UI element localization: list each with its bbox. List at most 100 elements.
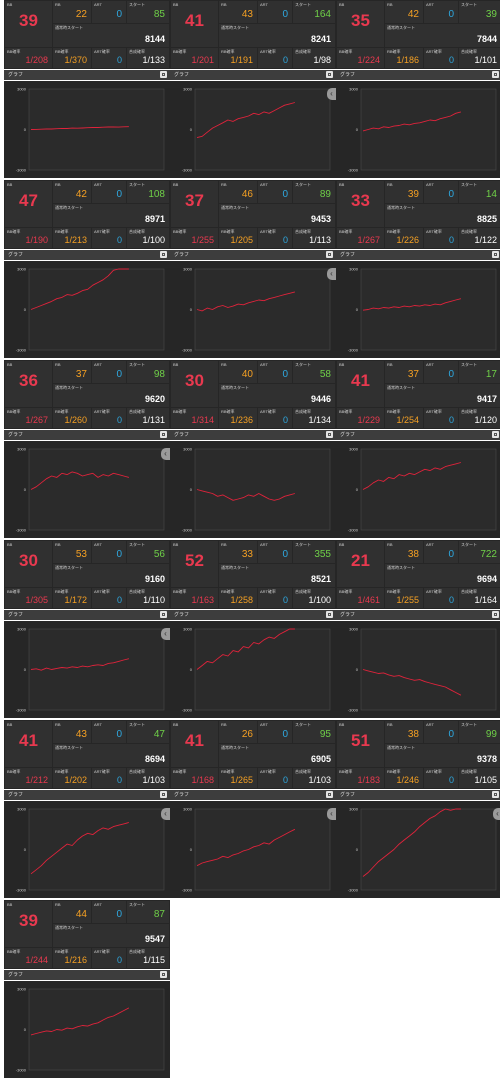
- bb-prob-label: BB確率: [7, 409, 21, 414]
- art-label: ART: [94, 182, 102, 187]
- expand-icon[interactable]: [160, 71, 167, 78]
- rb-prob-value: 1/236: [230, 415, 253, 425]
- y-tick-label: 3000: [349, 87, 359, 92]
- total-prob-label: 合成確率: [129, 589, 145, 594]
- expand-icon[interactable]: [326, 431, 333, 438]
- chevron-right-icon[interactable]: ‹: [493, 808, 500, 820]
- art-prob-label: ART確率: [260, 769, 276, 774]
- expand-icon[interactable]: [160, 791, 167, 798]
- graph-label: グラフ: [174, 432, 190, 438]
- chevron-right-icon[interactable]: ‹: [327, 88, 336, 100]
- chevron-right-icon[interactable]: ‹: [161, 628, 170, 640]
- art-label: ART: [94, 362, 102, 367]
- y-tick-label: -3000: [16, 168, 27, 173]
- total-prob-label: 合成確率: [295, 49, 311, 54]
- chevron-right-icon[interactable]: ‹: [327, 268, 336, 280]
- rb-prob-value: 1/186: [396, 55, 419, 65]
- total-prob-label: 合成確率: [129, 229, 145, 234]
- expand-icon[interactable]: [492, 611, 499, 618]
- rb-prob-cell: RB確率 1/370: [53, 48, 91, 68]
- start-count: 722: [480, 549, 497, 560]
- bb-label: BB: [339, 722, 345, 727]
- art-count: 0: [116, 189, 122, 200]
- stats-panel: BB 21 RB 38 ART 0 スタート 722 通常時スタート 9694 …: [336, 540, 500, 609]
- graph-label: グラフ: [340, 432, 356, 438]
- expand-icon[interactable]: [492, 431, 499, 438]
- art-cell: ART 0: [424, 541, 458, 563]
- bb-count: 30: [19, 551, 38, 570]
- stats-panel: BB 41 RB 26 ART 0 スタート 95 通常時スタート 6905 B…: [170, 720, 336, 789]
- total-prob-cell: 合成確率 1/133: [127, 48, 169, 68]
- art-count: 0: [116, 549, 122, 560]
- expand-icon[interactable]: [492, 791, 499, 798]
- expand-icon[interactable]: [160, 611, 167, 618]
- y-tick-label: 3000: [183, 87, 193, 92]
- art-prob-cell: ART確率 0: [258, 408, 292, 428]
- expand-icon[interactable]: [492, 71, 499, 78]
- start-count: 56: [153, 549, 165, 560]
- total-prob-label: 合成確率: [461, 589, 477, 594]
- total-prob-cell: 合成確率 1/105: [459, 768, 500, 788]
- art-prob-cell: ART確率 0: [424, 228, 458, 248]
- bb-cell: BB 30: [171, 361, 218, 407]
- start-count: 47: [153, 729, 165, 740]
- slump-line: [362, 298, 462, 311]
- expand-icon[interactable]: [326, 251, 333, 258]
- start-count: 355: [314, 549, 331, 560]
- normal-start-cell: 通常時スタート 9378: [385, 744, 500, 767]
- bb-prob-label: BB確率: [7, 949, 21, 954]
- chevron-right-icon[interactable]: ‹: [161, 808, 170, 820]
- stats-panel: BB 36 RB 37 ART 0 スタート 98 通常時スタート 9620 B…: [4, 360, 170, 429]
- expand-icon[interactable]: [160, 971, 167, 978]
- total-prob-value: 1/110: [143, 595, 165, 605]
- total-prob-value: 1/133: [142, 55, 165, 65]
- expand-icon[interactable]: [160, 431, 167, 438]
- y-tick-label: 0: [24, 1027, 27, 1032]
- art-cell: ART 0: [424, 181, 458, 203]
- rb-prob-value: 1/205: [230, 235, 253, 245]
- expand-icon[interactable]: [326, 791, 333, 798]
- art-prob-label: ART確率: [426, 49, 442, 54]
- graph-label: グラフ: [8, 432, 24, 438]
- art-prob-cell: ART確率 0: [92, 948, 126, 968]
- start-label: スタート: [461, 722, 477, 727]
- bb-cell: BB 41: [5, 721, 52, 767]
- bb-prob-label: BB確率: [173, 49, 187, 54]
- rb-prob-value: 1/246: [396, 775, 419, 785]
- art-prob-cell: ART確率 0: [258, 588, 292, 608]
- art-prob-value: 0: [116, 595, 122, 605]
- rb-prob-label: RB確率: [387, 49, 401, 54]
- start-cell: スタート 58: [293, 361, 335, 383]
- normal-start-value: 8971: [144, 214, 165, 224]
- art-prob-value: 0: [448, 415, 454, 425]
- y-tick-label: -3000: [348, 708, 359, 713]
- total-prob-cell: 合成確率 1/100: [127, 228, 169, 248]
- plot-frame: [360, 88, 497, 171]
- total-prob-label: 合成確率: [129, 49, 145, 54]
- normal-start-value: 9417: [476, 394, 497, 404]
- slump-graph: 3000 0 -3000: [16, 807, 165, 893]
- rb-count: 46: [241, 189, 253, 200]
- art-prob-cell: ART確率 0: [92, 228, 126, 248]
- y-tick-label: 3000: [17, 267, 27, 272]
- normal-start-cell: 通常時スタート 7844: [385, 24, 500, 47]
- rb-prob-label: RB確率: [387, 589, 401, 594]
- art-prob-cell: ART確率 0: [258, 228, 292, 248]
- rb-count: 43: [75, 729, 87, 740]
- slump-line: [30, 471, 130, 490]
- expand-icon[interactable]: [160, 251, 167, 258]
- slump-line: [196, 828, 296, 867]
- bb-count: 41: [185, 11, 204, 30]
- expand-icon[interactable]: [492, 251, 499, 258]
- y-tick-label: 0: [356, 127, 359, 132]
- rb-prob-label: RB確率: [221, 229, 235, 234]
- rb-prob-label: RB確率: [387, 229, 401, 234]
- chevron-right-icon[interactable]: ‹: [327, 808, 336, 820]
- art-label: ART: [426, 362, 434, 367]
- y-tick-label: -3000: [182, 888, 193, 893]
- start-label: スタート: [295, 542, 311, 547]
- expand-icon[interactable]: [326, 611, 333, 618]
- chevron-right-icon[interactable]: ‹: [161, 448, 170, 460]
- rb-count: 42: [407, 9, 419, 20]
- expand-icon[interactable]: [326, 71, 333, 78]
